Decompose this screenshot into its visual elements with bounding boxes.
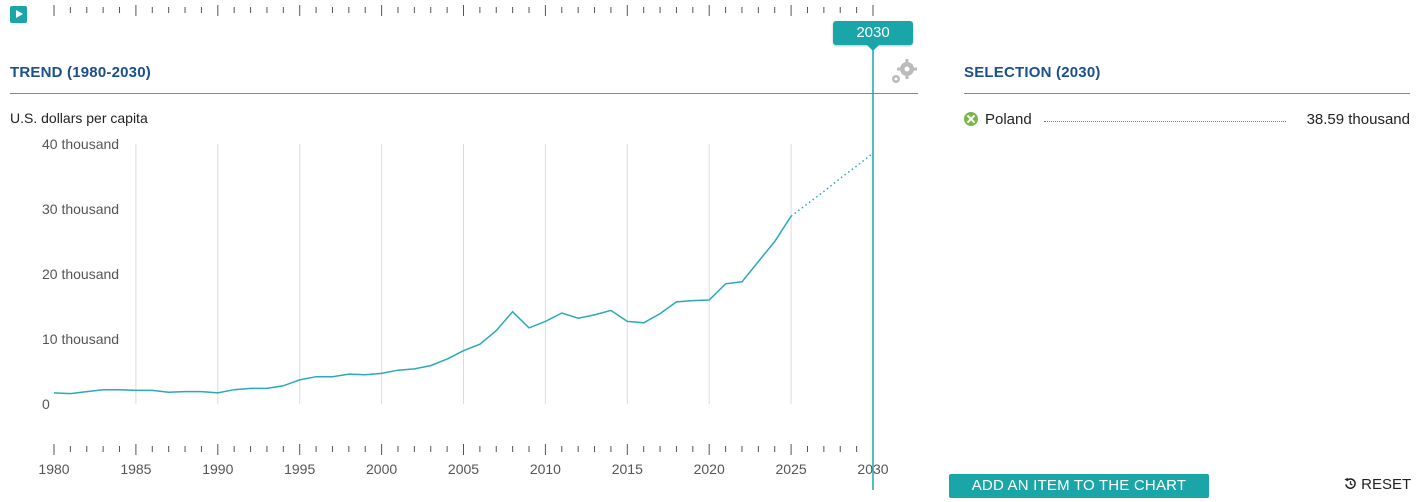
y-tick-label: 20 thousand [42, 266, 119, 282]
reset-button[interactable]: RESET [1344, 476, 1411, 493]
data-point [85, 390, 89, 394]
play-button[interactable] [10, 6, 27, 23]
x-tick-label: 1990 [202, 461, 233, 477]
data-point [429, 364, 433, 368]
x-tick-label: 2010 [530, 461, 561, 477]
x-tick-label: 2005 [448, 461, 479, 477]
series-group [52, 152, 874, 396]
data-point [167, 390, 171, 394]
y-axis-unit-label: U.S. dollars per capita [10, 110, 148, 126]
data-point [724, 282, 728, 286]
timeline-slider[interactable] [0, 0, 930, 24]
data-point [249, 386, 253, 390]
data-point [101, 388, 105, 392]
x-tick-label: 2015 [612, 461, 643, 477]
data-point [855, 164, 859, 168]
data-point [642, 321, 646, 325]
data-point [707, 298, 711, 302]
series-projection-line [790, 152, 874, 217]
data-point [576, 316, 580, 320]
x-tick-label: 2025 [776, 461, 807, 477]
data-point [511, 310, 515, 314]
legend-item-value: 38.59 thousand [1306, 111, 1410, 128]
y-tick-label: 10 thousand [42, 331, 119, 347]
data-point [183, 390, 187, 394]
selection-title: SELECTION (2030) [964, 64, 1101, 81]
data-point [396, 368, 400, 372]
legend-item-name[interactable]: Poland [985, 111, 1032, 128]
data-point [68, 392, 72, 396]
data-point [478, 342, 482, 346]
data-point [265, 386, 269, 390]
data-point [118, 388, 122, 392]
data-point [658, 312, 662, 316]
data-point [462, 349, 466, 353]
data-point [756, 260, 760, 264]
data-point [314, 375, 318, 379]
data-point [527, 326, 531, 330]
data-point [838, 176, 842, 180]
data-point [609, 308, 613, 312]
data-point [740, 280, 744, 284]
gears-icon[interactable] [888, 58, 920, 86]
gridlines [135, 144, 792, 404]
y-axis-ticks: 0 10 thousand 20 thousand 30 thousand 40 tho… [42, 136, 119, 412]
data-point [625, 319, 629, 323]
reset-label: RESET [1361, 476, 1412, 493]
y-tick-label: 0 [42, 396, 50, 412]
data-point [412, 367, 416, 371]
x-axis: 1980 1985 1990 1995 2000 2005 2010 2015 2020 2025… [38, 444, 889, 477]
data-point [805, 202, 809, 206]
trend-divider [10, 93, 918, 94]
data-point [150, 388, 154, 392]
data-point [543, 319, 547, 323]
data-point [216, 391, 220, 395]
y-tick-label: 30 thousand [42, 201, 119, 217]
data-point [52, 391, 56, 395]
data-point [494, 329, 498, 333]
data-point [363, 373, 367, 377]
data-point [789, 214, 793, 218]
x-tick-label: 2020 [694, 461, 725, 477]
data-point [232, 388, 236, 392]
data-point [773, 240, 777, 244]
trend-chart: 0 10 thousand 20 thousand 30 thousand 40 tho… [38, 45, 889, 490]
legend-leader-dots [1044, 121, 1286, 122]
data-point [822, 189, 826, 193]
data-point [560, 311, 564, 315]
series-line [53, 215, 792, 395]
data-point [674, 300, 678, 304]
data-point [445, 357, 449, 361]
trend-title: TREND (1980-2030) [10, 64, 151, 81]
x-tick-label: 2000 [366, 461, 397, 477]
x-tick-label: 1995 [284, 461, 315, 477]
add-item-button[interactable]: ADD AN ITEM TO THE CHART [949, 474, 1209, 498]
data-point [593, 313, 597, 317]
remove-icon[interactable] [964, 112, 978, 126]
selection-divider [964, 93, 1410, 94]
data-point [134, 388, 138, 392]
data-point [380, 371, 384, 375]
data-point [691, 299, 695, 303]
data-point [347, 372, 351, 376]
data-point [199, 390, 203, 394]
x-tick-label: 1985 [120, 461, 151, 477]
history-icon [1344, 477, 1356, 489]
y-tick-label: 40 thousand [42, 136, 119, 152]
data-point [281, 384, 285, 388]
timeline-ticks [53, 5, 874, 16]
x-tick-label: 1980 [38, 461, 69, 477]
data-point [330, 375, 334, 379]
data-point [298, 378, 302, 382]
